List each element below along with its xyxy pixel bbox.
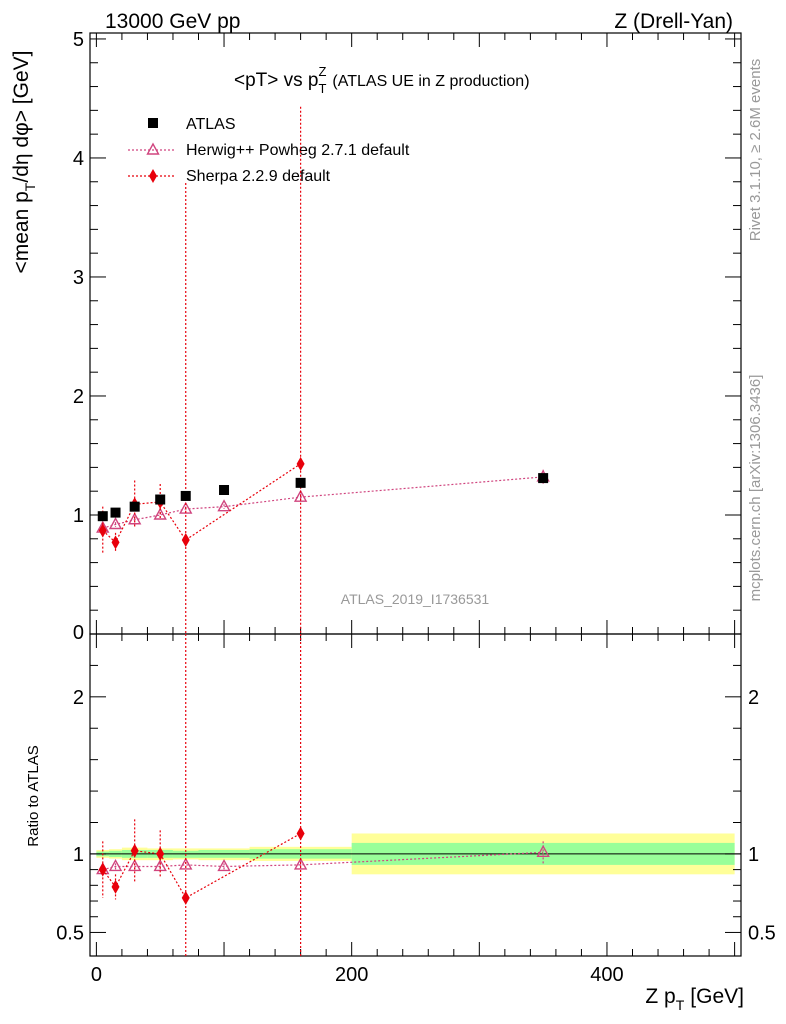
mcplots-label: mcplots.cern.ch [arXiv:1306.3436] [747,375,764,602]
main-y-tick-label: 3 [73,267,84,289]
x-tick-label: 200 [335,964,368,986]
rivet-label: Rivet 3.1.10, ≥ 2.6M events [747,59,764,242]
ratio-y-tick-label: 0.5 [56,922,84,944]
main-atlas-point [180,490,191,501]
legend-marker-sherpa [149,169,157,183]
main-ylabel: <mean pT/dη dφ> [GeV] [10,51,38,274]
main-sherpa-point [111,535,120,550]
main-herwig-point [293,489,308,502]
main-herwig-point [153,507,167,520]
main-sherpa-point [181,532,190,547]
main-herwig-point [179,501,193,514]
header-right: Z (Drell-Yan) [614,10,733,33]
data-layer [96,106,550,956]
legend-marker-atlas [148,118,158,128]
main-atlas-point [97,511,108,522]
main-title: <pT> vs pTZ(ATLAS UE in Z production) [234,64,530,96]
x-tick-label: 400 [590,964,623,986]
ratio-sherpa-point [181,890,190,905]
legend-label-sherpa: Sherpa 2.2.9 default [186,168,331,185]
legend: ATLAS Herwig++ Powheg 2.7.1 default Sher… [128,116,410,185]
legend-label-herwig: Herwig++ Powheg 2.7.1 default [186,142,410,159]
ratio-sherpa-point [98,862,107,877]
legend-label-atlas: ATLAS [186,116,236,133]
main-y-tick-label: 4 [73,148,84,170]
ratio-herwig-point [179,857,193,870]
legend-marker-herwig [146,142,160,155]
ratio-sherpa-point [156,846,165,861]
main-y-tick-label: 5 [73,29,84,51]
analysis-watermark: ATLAS_2019_I1736531 [341,591,490,607]
ratio-y-tick-label: 2 [73,687,84,709]
main-herwig-point [217,499,231,512]
main-atlas-point [538,473,549,484]
main-atlas-point [110,507,121,518]
x-tick-label: 0 [91,964,102,986]
main-y-tick-label: 2 [73,386,84,408]
ratio-herwig-point [293,857,308,870]
legend-entry-herwig: Herwig++ Powheg 2.7.1 default [128,142,410,159]
main-sherpa-point [98,523,107,538]
ratio-herwig-point [108,859,123,872]
main-atlas-point [295,477,306,488]
main-herwig-point [127,512,142,525]
ratio-y-tick-label-right: 2 [748,687,759,709]
axes: 0 200 400 1 2 3 4 5 0 0.5 0.5 1 1 2 2 [56,29,776,986]
ratio-herwig-point [127,859,142,872]
legend-entry-atlas: ATLAS [148,116,236,133]
ratio-y-tick-label-right: 0.5 [748,922,776,944]
ratio-y-tick-label-right: 1 [748,844,759,866]
ratio-ylabel: Ratio to ATLAS [25,745,42,846]
ratio-plot-frame [89,633,742,957]
main-y-tick-label-zero: 0 [73,622,84,644]
ratio-sherpa-point [111,879,120,894]
legend-entry-sherpa: Sherpa 2.2.9 default [128,168,331,185]
ratio-sherpa-point [296,826,305,841]
main-sherpa-line [102,463,301,544]
ratio-uncertainty-bands [90,833,741,875]
main-herwig-line [102,476,544,529]
ratio-sherpa-point [130,843,139,858]
main-atlas-point [129,501,140,512]
main-sherpa-point [296,456,305,471]
main-herwig-point [108,517,123,530]
main-y-tick-label: 1 [73,505,84,527]
main-atlas-point [219,484,230,495]
ratio-y-tick-label: 1 [73,844,84,866]
main-atlas-point [155,494,166,505]
xlabel: Z pT [GeV] [645,985,744,1013]
header-left: 13000 GeV pp [105,10,240,33]
ratio-herwig-point [217,859,231,872]
ratio-herwig-point [536,844,550,858]
